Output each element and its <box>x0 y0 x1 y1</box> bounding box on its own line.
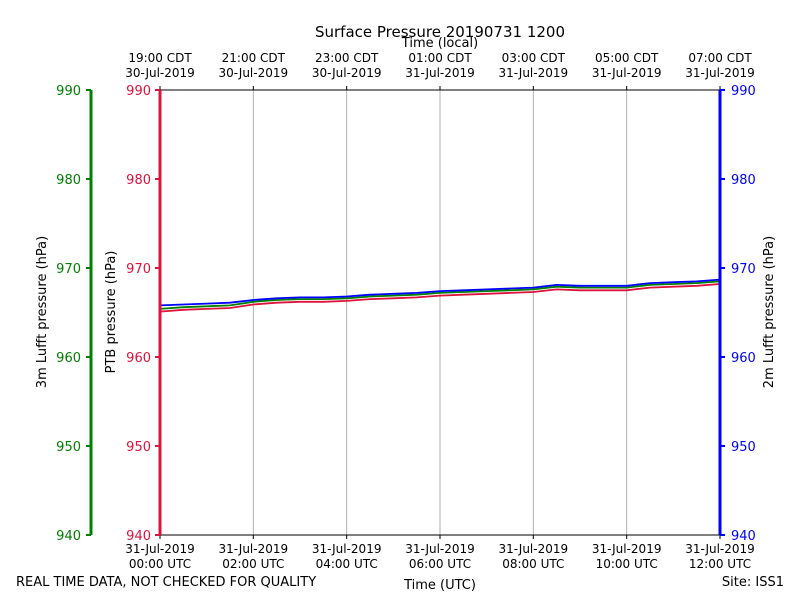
x-tick-label-top-time: 19:00 CDT <box>128 51 192 65</box>
x-tick-label-bottom-time: 00:00 UTC <box>129 557 191 571</box>
x-tick-label-bottom-time: 12:00 UTC <box>689 557 751 571</box>
x-tick-label-bottom-date: 31-Jul-2019 <box>685 542 755 556</box>
y-tick-label-2m-lufft: 960 <box>731 351 756 366</box>
y-tick-label-3m-lufft: 960 <box>56 351 81 366</box>
y-tick-label-3m-lufft: 990 <box>56 84 81 99</box>
x-tick-label-top-date: 30-Jul-2019 <box>219 66 289 80</box>
y-tick-label-2m-lufft: 970 <box>731 262 756 277</box>
y-tick-label-ptb: 980 <box>126 173 151 188</box>
series-layer <box>159 278 721 313</box>
y-tick-label-3m-lufft: 950 <box>56 440 81 455</box>
y-tick-label-ptb: 940 <box>126 529 151 544</box>
y-tick-label-2m-lufft: 990 <box>731 84 756 99</box>
grid <box>252 90 628 535</box>
x-tick-label-bottom-time: 10:00 UTC <box>596 557 658 571</box>
quality-disclaimer: REAL TIME DATA, NOT CHECKED FOR QUALITY <box>16 575 317 590</box>
axes <box>86 86 725 539</box>
series-line-2m-lufft <box>159 278 721 307</box>
x-tick-label-bottom-time: 08:00 UTC <box>502 557 564 571</box>
x-tick-label-top-time: 07:00 CDT <box>688 51 752 65</box>
x-axis-top-label: Time (local) <box>401 36 478 51</box>
y-tick-label-ptb: 960 <box>126 351 151 366</box>
x-tick-label-top-date: 31-Jul-2019 <box>405 66 475 80</box>
x-tick-label-bottom-time: 02:00 UTC <box>222 557 284 571</box>
y-tick-label-ptb: 990 <box>126 84 151 99</box>
x-tick-label-top-time: 03:00 CDT <box>502 51 566 65</box>
x-tick-label-top-time: 05:00 CDT <box>595 51 659 65</box>
y-tick-label-ptb: 970 <box>126 262 151 277</box>
y-tick-label-3m-lufft: 980 <box>56 173 81 188</box>
x-tick-label-top-time: 01:00 CDT <box>408 51 472 65</box>
x-tick-label-bottom-date: 31-Jul-2019 <box>499 542 569 556</box>
x-tick-label-bottom-date: 31-Jul-2019 <box>592 542 662 556</box>
y-tick-label-3m-lufft: 940 <box>56 529 81 544</box>
x-tick-label-top-date: 30-Jul-2019 <box>125 66 195 80</box>
y-tick-label-2m-lufft: 980 <box>731 173 756 188</box>
y-tick-label-ptb: 950 <box>126 440 151 455</box>
y-axis-3m-lufft-label: 3m Lufft pressure (hPa) <box>35 236 50 388</box>
y-axis-2m-lufft-label: 2m Lufft pressure (hPa) <box>762 236 777 388</box>
x-tick-label-top-date: 30-Jul-2019 <box>312 66 382 80</box>
site-label: Site: ISS1 <box>721 575 784 590</box>
x-tick-label-top-date: 31-Jul-2019 <box>499 66 569 80</box>
y-tick-label-3m-lufft: 970 <box>56 262 81 277</box>
y-tick-label-2m-lufft: 940 <box>731 529 756 544</box>
x-tick-label-bottom-time: 06:00 UTC <box>409 557 471 571</box>
x-tick-label-top-time: 23:00 CDT <box>315 51 379 65</box>
x-tick-label-bottom-date: 31-Jul-2019 <box>219 542 289 556</box>
y-axis-ptb-label: PTB pressure (hPa) <box>104 251 119 374</box>
x-tick-label-bottom-date: 31-Jul-2019 <box>312 542 382 556</box>
x-tick-label-top-date: 31-Jul-2019 <box>685 66 755 80</box>
y-tick-label-2m-lufft: 950 <box>731 440 756 455</box>
x-axis-bottom-label: Time (UTC) <box>403 578 476 593</box>
chart-title: Surface Pressure 20190731 1200 <box>315 23 565 41</box>
series-line-ptb <box>159 283 721 313</box>
x-tick-label-bottom-time: 04:00 UTC <box>316 557 378 571</box>
x-tick-label-bottom-date: 31-Jul-2019 <box>125 542 195 556</box>
x-tick-label-top-time: 21:00 CDT <box>222 51 286 65</box>
series-line-3m-lufft <box>159 280 721 310</box>
x-tick-label-top-date: 31-Jul-2019 <box>592 66 662 80</box>
x-tick-label-bottom-date: 31-Jul-2019 <box>405 542 475 556</box>
